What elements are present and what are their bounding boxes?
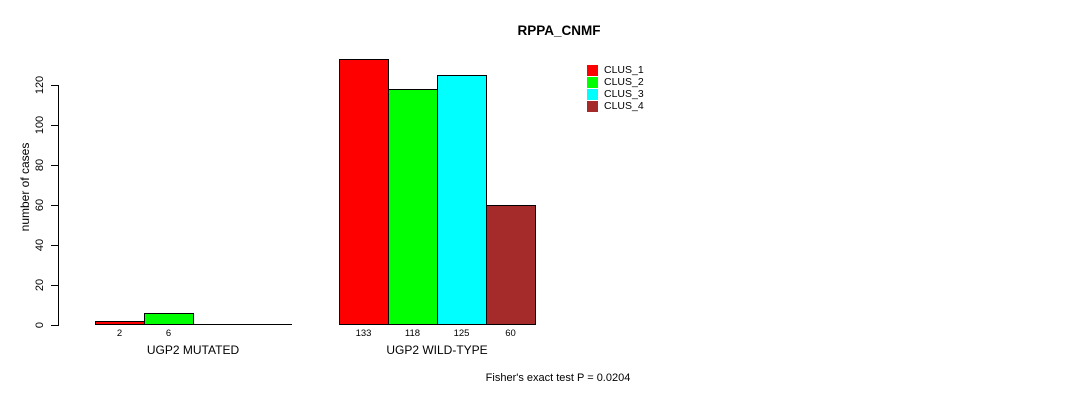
legend-label-clus_2: CLUS_2: [604, 76, 644, 88]
legend-swatch-clus_4: [587, 101, 598, 112]
y-axis-tick-label: 60: [34, 198, 46, 212]
bar-value-label: 2: [116, 328, 123, 339]
y-axis-tick-label: 0: [34, 321, 46, 329]
legend-label-clus_3: CLUS_3: [604, 88, 644, 100]
bar-clus_4-2: [486, 205, 536, 325]
bar-value-label: 133: [355, 328, 372, 339]
x-axis-group-label: UGP2 WILD-TYPE: [386, 343, 488, 357]
bar-clus_2-1: [144, 313, 194, 325]
y-axis-tick: [51, 325, 58, 326]
legend-swatch-clus_1: [587, 65, 598, 76]
y-axis-tick: [51, 165, 58, 166]
y-axis-tick: [51, 125, 58, 126]
y-axis-tick: [51, 285, 58, 286]
bar-value-label: 125: [453, 328, 470, 339]
legend-label-clus_4: CLUS_4: [604, 100, 644, 112]
bar-value-label: 60: [505, 328, 516, 339]
annotation-text: Fisher's exact test P = 0.0204: [485, 372, 631, 384]
y-axis-tick: [51, 205, 58, 206]
y-axis-tick: [51, 245, 58, 246]
bar-clus_1-1: [95, 321, 145, 325]
legend-swatch-clus_3: [587, 89, 598, 100]
bar-clus_2-2: [388, 89, 438, 325]
bar-value-label: 118: [404, 328, 421, 339]
bar-value-label: 6: [165, 328, 172, 339]
y-axis-tick: [51, 85, 58, 86]
legend-swatch-clus_2: [587, 77, 598, 88]
y-axis-tick-label: 20: [34, 278, 46, 292]
y-axis-tick-label: 120: [34, 75, 46, 95]
chart-title: RPPA_CNMF: [517, 23, 601, 38]
x-axis-group-label: UGP2 MUTATED: [146, 343, 240, 357]
y-axis-tick-label: 100: [34, 115, 46, 135]
y-axis-tick-label: 80: [34, 158, 46, 172]
y-axis-tick-label: 40: [34, 238, 46, 252]
bar-clus_1-2: [339, 59, 389, 325]
legend-label-clus_1: CLUS_1: [604, 64, 644, 76]
bar-clus_3-2: [437, 75, 487, 325]
y-axis-label: number of cases: [18, 142, 32, 232]
y-axis-line: [58, 85, 59, 326]
bar-zero-height: [193, 324, 243, 325]
bar-zero-height: [242, 324, 292, 325]
